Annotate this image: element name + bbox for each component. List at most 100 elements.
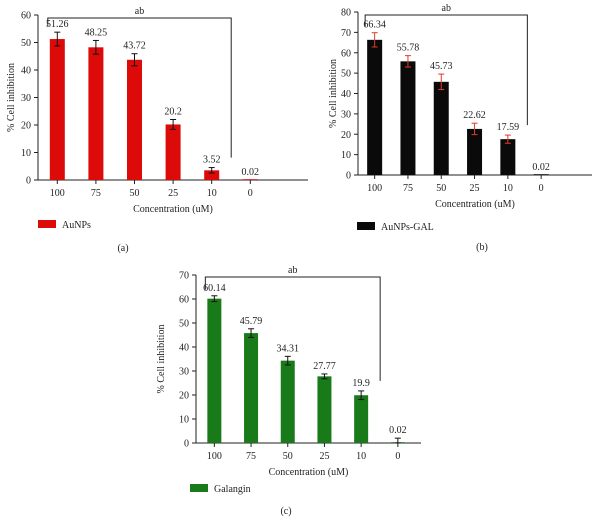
y-tick-label: 70: [341, 28, 351, 39]
data-label: 45.73: [430, 61, 453, 72]
x-tick-label: 100: [50, 188, 65, 199]
y-tick-label: 10: [179, 415, 189, 426]
x-tick-label: 10: [356, 451, 366, 462]
bar: [400, 61, 416, 175]
y-tick-label: 20: [341, 130, 351, 141]
legend-swatch: [190, 484, 208, 492]
legend-swatch: [38, 220, 56, 228]
data-label: 17.59: [497, 122, 520, 133]
y-tick-label: 30: [21, 93, 31, 104]
y-tick-label: 60: [179, 295, 189, 306]
bar: [280, 360, 295, 443]
bar: [207, 298, 222, 443]
x-tick-label: 50: [436, 183, 446, 194]
y-tick-label: 70: [179, 271, 189, 282]
bar: [533, 174, 549, 175]
x-tick-label: 25: [168, 188, 178, 199]
data-label: 60.14: [203, 283, 226, 294]
x-tick-label: 0: [539, 183, 544, 194]
significance-bracket: [364, 14, 528, 126]
y-tick-label: 30: [179, 367, 189, 378]
x-tick-label: 25: [470, 183, 480, 194]
y-tick-label: 50: [21, 38, 31, 49]
legend-label: AuNPs-GAL: [381, 222, 434, 233]
x-tick-label: 75: [246, 451, 256, 462]
legend-swatch: [357, 222, 375, 230]
x-tick-label: 10: [207, 188, 217, 199]
data-label: 51.26: [46, 19, 69, 30]
bar: [354, 395, 369, 443]
panel-label: (a): [117, 243, 128, 254]
legend-label: AuNPs: [62, 220, 91, 231]
y-axis-label: % Cell inhibition: [156, 325, 167, 394]
panel-label: (b): [476, 242, 488, 253]
bar: [244, 333, 259, 443]
bar: [165, 124, 181, 180]
data-label: 55.78: [397, 43, 420, 54]
bar: [49, 39, 65, 180]
significance-annotation: ab: [288, 265, 297, 276]
data-label: 3.52: [203, 155, 221, 166]
y-axis-label: % Cell inhibition: [328, 59, 339, 128]
data-label: 20.2: [164, 107, 182, 118]
bar: [88, 47, 104, 180]
data-label: 22.62: [463, 110, 486, 121]
y-tick-label: 0: [346, 171, 351, 182]
x-tick-label: 100: [207, 451, 222, 462]
legend-label: Galangin: [214, 484, 251, 495]
y-tick-label: 60: [21, 11, 31, 22]
y-tick-label: 80: [341, 8, 351, 19]
data-label: 19.9: [352, 378, 370, 389]
bar: [317, 376, 332, 443]
y-tick-label: 20: [21, 121, 31, 132]
x-tick-label: 100: [367, 183, 382, 194]
y-tick-label: 40: [21, 66, 31, 77]
y-tick-label: 10: [21, 148, 31, 159]
x-tick-label: 25: [319, 451, 329, 462]
data-label: 0.02: [389, 425, 407, 436]
y-tick-label: 0: [184, 439, 189, 450]
data-label: 0.02: [242, 167, 260, 178]
x-tick-label: 50: [283, 451, 293, 462]
significance-annotation: ab: [442, 3, 451, 14]
y-tick-label: 40: [341, 89, 351, 100]
data-label: 43.72: [123, 41, 146, 52]
x-tick-label: 10: [503, 183, 513, 194]
data-label: 34.31: [277, 343, 300, 354]
bar: [467, 128, 483, 175]
y-tick-label: 0: [26, 176, 31, 187]
y-tick-label: 50: [341, 69, 351, 80]
data-label: 66.34: [363, 20, 386, 31]
x-tick-label: 75: [403, 183, 413, 194]
y-tick-label: 20: [179, 391, 189, 402]
x-tick-label: 0: [395, 451, 400, 462]
y-tick-label: 60: [341, 48, 351, 59]
bar: [433, 81, 449, 175]
y-tick-label: 50: [179, 319, 189, 330]
x-axis-label: Concentration (uM): [435, 199, 515, 210]
y-tick-label: 10: [341, 150, 351, 161]
data-label: 0.02: [532, 162, 550, 173]
bar: [367, 39, 383, 176]
bar: [127, 59, 142, 180]
bar: [500, 139, 516, 175]
data-label: 27.77: [313, 361, 336, 372]
x-tick-label: 0: [248, 188, 253, 199]
data-label: 48.25: [85, 27, 108, 38]
panel-label: (c): [280, 506, 291, 517]
significance-bracket: [204, 276, 381, 381]
bar: [242, 179, 258, 180]
x-axis-label: Concentration (uM): [269, 467, 349, 478]
y-tick-label: 30: [341, 109, 351, 120]
x-tick-label: 50: [130, 188, 140, 199]
y-axis-label: % Cell inhibition: [6, 63, 17, 132]
data-label: 45.79: [240, 316, 263, 327]
y-tick-label: 40: [179, 343, 189, 354]
x-axis-label: Concentration (uM): [133, 204, 213, 215]
x-tick-label: 75: [91, 188, 101, 199]
bar: [204, 170, 220, 180]
